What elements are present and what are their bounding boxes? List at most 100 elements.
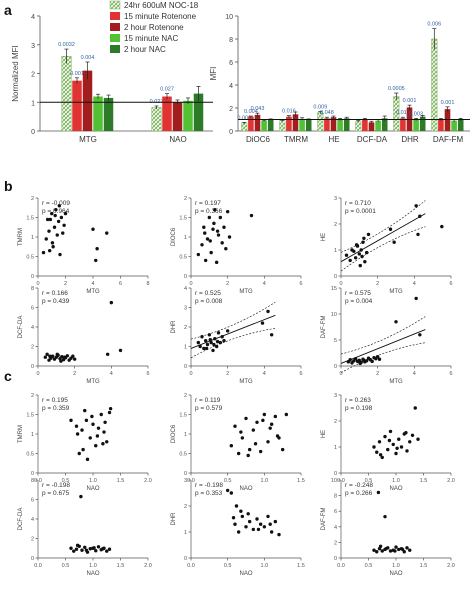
data-point: [236, 451, 241, 456]
y-axis-label: DHR: [171, 512, 177, 526]
data-point: [359, 248, 363, 252]
x-tick-label: 0: [189, 371, 192, 377]
confidence-band-lower: [190, 328, 276, 359]
legend-swatch-3: [110, 34, 120, 42]
data-point: [284, 412, 289, 417]
data-point: [225, 329, 230, 333]
x-tick-label: 6: [299, 371, 302, 377]
data-point: [255, 517, 259, 521]
data-point: [118, 348, 123, 353]
data-point: [273, 519, 278, 524]
data-point: [376, 490, 381, 495]
data-point: [81, 447, 85, 452]
x-category-label: DAF-FM: [433, 135, 464, 144]
p-value-label: 0.048: [320, 110, 334, 116]
data-point: [54, 208, 58, 212]
x-tick-label: 0.5: [365, 478, 373, 484]
data-point: [388, 549, 393, 553]
stat-label: r = -0.198: [42, 482, 70, 489]
y-axis-label: DHR: [171, 320, 177, 334]
data-point: [47, 229, 51, 233]
data-point: [84, 548, 89, 552]
x-tick-label: 4: [413, 371, 416, 377]
p-value-label: 0.013: [396, 110, 410, 116]
data-point: [211, 348, 215, 353]
data-point: [393, 549, 397, 553]
data-point: [375, 450, 379, 454]
x-tick-label: 1.5: [297, 563, 305, 569]
x-tick-label: 2: [226, 281, 229, 287]
x-tick-label: 2.0: [144, 563, 152, 569]
data-point: [218, 215, 223, 220]
bar-DiOC6-4: [267, 119, 274, 131]
legend-swatch-0: [109, 0, 121, 10]
x-tick-label: 6: [449, 371, 452, 377]
x-tick-label: 1.0: [261, 563, 269, 569]
y-axis-label: Normalized MFI: [11, 45, 20, 101]
data-point: [357, 252, 362, 256]
x-tick-label: 4: [91, 281, 94, 287]
data-point: [83, 545, 87, 549]
data-point: [224, 247, 228, 251]
data-point: [408, 548, 412, 552]
x-axis-label: NAO: [389, 486, 402, 492]
data-point: [388, 227, 393, 231]
data-point: [354, 243, 359, 247]
data-point: [216, 233, 221, 237]
y-tick-label: 2: [31, 393, 34, 399]
stat-label: p = 0.008: [195, 298, 223, 305]
x-tick-label: 1.0: [392, 563, 400, 569]
y-tick-label: 2: [334, 222, 337, 228]
x-axis-label: MTG: [86, 379, 100, 385]
data-point: [84, 418, 89, 423]
data-point: [266, 514, 270, 519]
y-tick-label: 0.5: [179, 255, 187, 261]
bar-DCF-DA-4: [381, 118, 388, 131]
y-tick-label: 4: [229, 83, 233, 90]
p-value-label: 0.001: [403, 98, 417, 104]
data-point: [83, 408, 87, 413]
data-point: [50, 354, 55, 358]
y-tick-label: 0: [31, 471, 34, 477]
regression-line: [340, 213, 426, 263]
data-point: [69, 546, 73, 550]
data-point: [377, 440, 382, 444]
data-point: [414, 204, 418, 208]
data-point: [229, 444, 234, 448]
data-point: [399, 445, 404, 449]
bar-TMRM-1: [286, 116, 292, 131]
x-tick-label: 1.5: [420, 478, 428, 484]
data-point: [94, 548, 98, 553]
y-tick-label: 6: [229, 60, 233, 67]
y-tick-label: 4: [334, 525, 337, 531]
y-tick-label: 0: [334, 274, 337, 280]
confidence-band-lower: [340, 342, 426, 374]
x-axis-label: MTG: [239, 289, 253, 295]
p-value-label: 0.009: [313, 104, 327, 110]
y-axis-label: DIOC6: [171, 227, 177, 246]
y-tick-label: 10: [225, 14, 233, 21]
legend-entry-1: 15 minute Rotenone: [124, 12, 197, 21]
data-point: [90, 414, 94, 419]
y-tick-label: 8: [31, 286, 34, 292]
data-point: [269, 530, 274, 534]
stat-label: p = 0.198: [345, 405, 373, 412]
bar-DHR-4: [419, 116, 426, 131]
x-tick-label: 2: [226, 371, 229, 377]
data-point: [79, 494, 83, 499]
y-tick-label: 0: [184, 556, 187, 562]
y-tick-label: 0: [31, 364, 34, 370]
data-point: [348, 258, 352, 263]
bar-NAO-3: [183, 100, 193, 131]
data-point: [52, 225, 57, 229]
data-point: [375, 550, 379, 554]
data-point: [260, 321, 265, 325]
y-tick-label: 3: [334, 393, 337, 399]
data-point: [48, 354, 52, 358]
data-point: [377, 357, 382, 361]
x-tick-label: 6: [299, 281, 302, 287]
x-tick-label: 1.5: [297, 478, 305, 484]
data-point: [239, 430, 243, 434]
y-tick-label: 0.5: [26, 452, 34, 458]
